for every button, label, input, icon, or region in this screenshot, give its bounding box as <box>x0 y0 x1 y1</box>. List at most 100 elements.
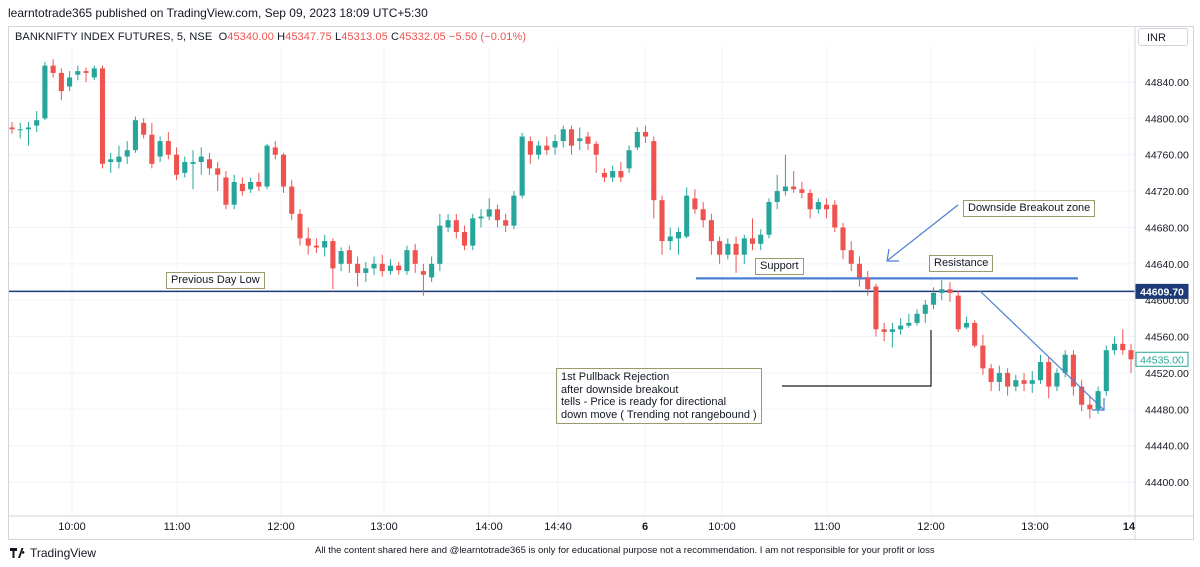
candle <box>264 143 270 190</box>
candle <box>708 213 714 255</box>
candle <box>782 154 788 196</box>
disclaimer-note: All the content shared here and @learnto… <box>315 545 935 556</box>
candle <box>420 263 426 296</box>
candle-body <box>741 238 747 255</box>
candle <box>511 191 517 230</box>
candle <box>824 198 830 219</box>
candle-body <box>799 189 805 193</box>
tradingview-logo[interactable]: TradingView <box>10 546 96 560</box>
candle <box>461 225 468 251</box>
previous-day-low-label: Previous Day Low <box>166 272 265 289</box>
candle-body <box>116 156 122 162</box>
trend-arrow-line <box>979 290 1105 411</box>
candle <box>832 200 838 232</box>
candle <box>898 318 904 335</box>
candle <box>741 234 747 264</box>
candle-body <box>330 241 336 269</box>
candle-body <box>1054 372 1060 387</box>
candle <box>494 204 500 228</box>
candle <box>83 67 89 82</box>
candle-body <box>1111 343 1118 351</box>
candle-body <box>1046 362 1052 387</box>
time-tick-label: 14:40 <box>544 521 572 533</box>
price-tick-label: 44400.00 <box>1145 477 1189 489</box>
candle <box>856 256 863 287</box>
candle <box>470 213 476 251</box>
candle-body <box>856 263 863 278</box>
candle <box>519 132 525 199</box>
candle <box>412 243 418 273</box>
pullback-note-line: after downside breakout <box>561 383 679 396</box>
candle <box>560 125 566 148</box>
candle-body <box>930 292 937 305</box>
currency-button[interactable]: INR <box>1138 28 1188 46</box>
candle-body <box>651 141 657 201</box>
candle <box>503 213 509 232</box>
candle-body <box>898 325 904 330</box>
candle <box>42 62 48 121</box>
candle <box>955 291 961 332</box>
price-tag-box <box>1135 351 1189 367</box>
candle <box>305 227 311 255</box>
candle-body <box>675 232 682 239</box>
candle-body <box>914 313 920 323</box>
candle-body <box>387 265 394 272</box>
price-tag-label: 44609.70 <box>1140 286 1184 298</box>
price-axis: 44840.00 44800.00 44760.00 44720.00 44680.00… <box>1134 26 1189 540</box>
candle <box>67 71 73 92</box>
candle <box>429 256 435 282</box>
candle-body <box>618 171 624 178</box>
candle-body <box>75 71 81 75</box>
candle <box>330 238 336 290</box>
candle-body <box>1087 404 1093 410</box>
time-tick-label: 12:00 <box>917 521 945 533</box>
candle <box>667 227 673 251</box>
candle <box>651 136 657 219</box>
candle <box>700 202 706 228</box>
candle <box>231 174 237 210</box>
candle <box>355 256 361 287</box>
candle <box>34 111 40 132</box>
candle-body <box>223 177 229 205</box>
candle-body <box>577 138 583 142</box>
candle <box>1128 343 1134 373</box>
candle <box>313 238 319 253</box>
candle <box>840 222 846 260</box>
candle <box>165 132 171 160</box>
candle <box>1005 368 1011 396</box>
candle-body <box>873 286 879 330</box>
candle <box>815 198 821 214</box>
candle-body <box>1103 350 1109 392</box>
candle <box>91 65 97 81</box>
chart-frame <box>8 26 1194 540</box>
candle <box>980 334 986 375</box>
candle-body <box>215 168 221 175</box>
symbol-name: BANKNIFTY INDEX FUTURES, 5, NSE <box>15 31 213 43</box>
candle <box>1111 336 1118 355</box>
candle-body <box>248 182 254 190</box>
candle-body <box>1013 380 1019 387</box>
candle <box>758 229 764 251</box>
candle <box>527 136 533 164</box>
candle-body <box>881 329 887 332</box>
candle-body <box>239 183 245 192</box>
candle-body <box>832 204 838 228</box>
candle <box>215 162 221 192</box>
close-label: C <box>391 31 400 43</box>
candle-body <box>1128 350 1134 360</box>
candle <box>174 147 180 181</box>
candle-body <box>766 202 772 235</box>
candles <box>9 59 1134 419</box>
candle-body <box>9 127 15 130</box>
time-tick-label: 10:00 <box>58 521 86 533</box>
support-label: Support <box>755 258 804 275</box>
candle-body <box>568 129 575 146</box>
candle-body <box>544 145 550 151</box>
candle-body <box>824 204 830 210</box>
candle-body <box>338 251 344 264</box>
candle <box>717 236 723 264</box>
candle-body <box>67 77 73 87</box>
candle-body <box>396 265 402 271</box>
candle <box>939 280 945 301</box>
